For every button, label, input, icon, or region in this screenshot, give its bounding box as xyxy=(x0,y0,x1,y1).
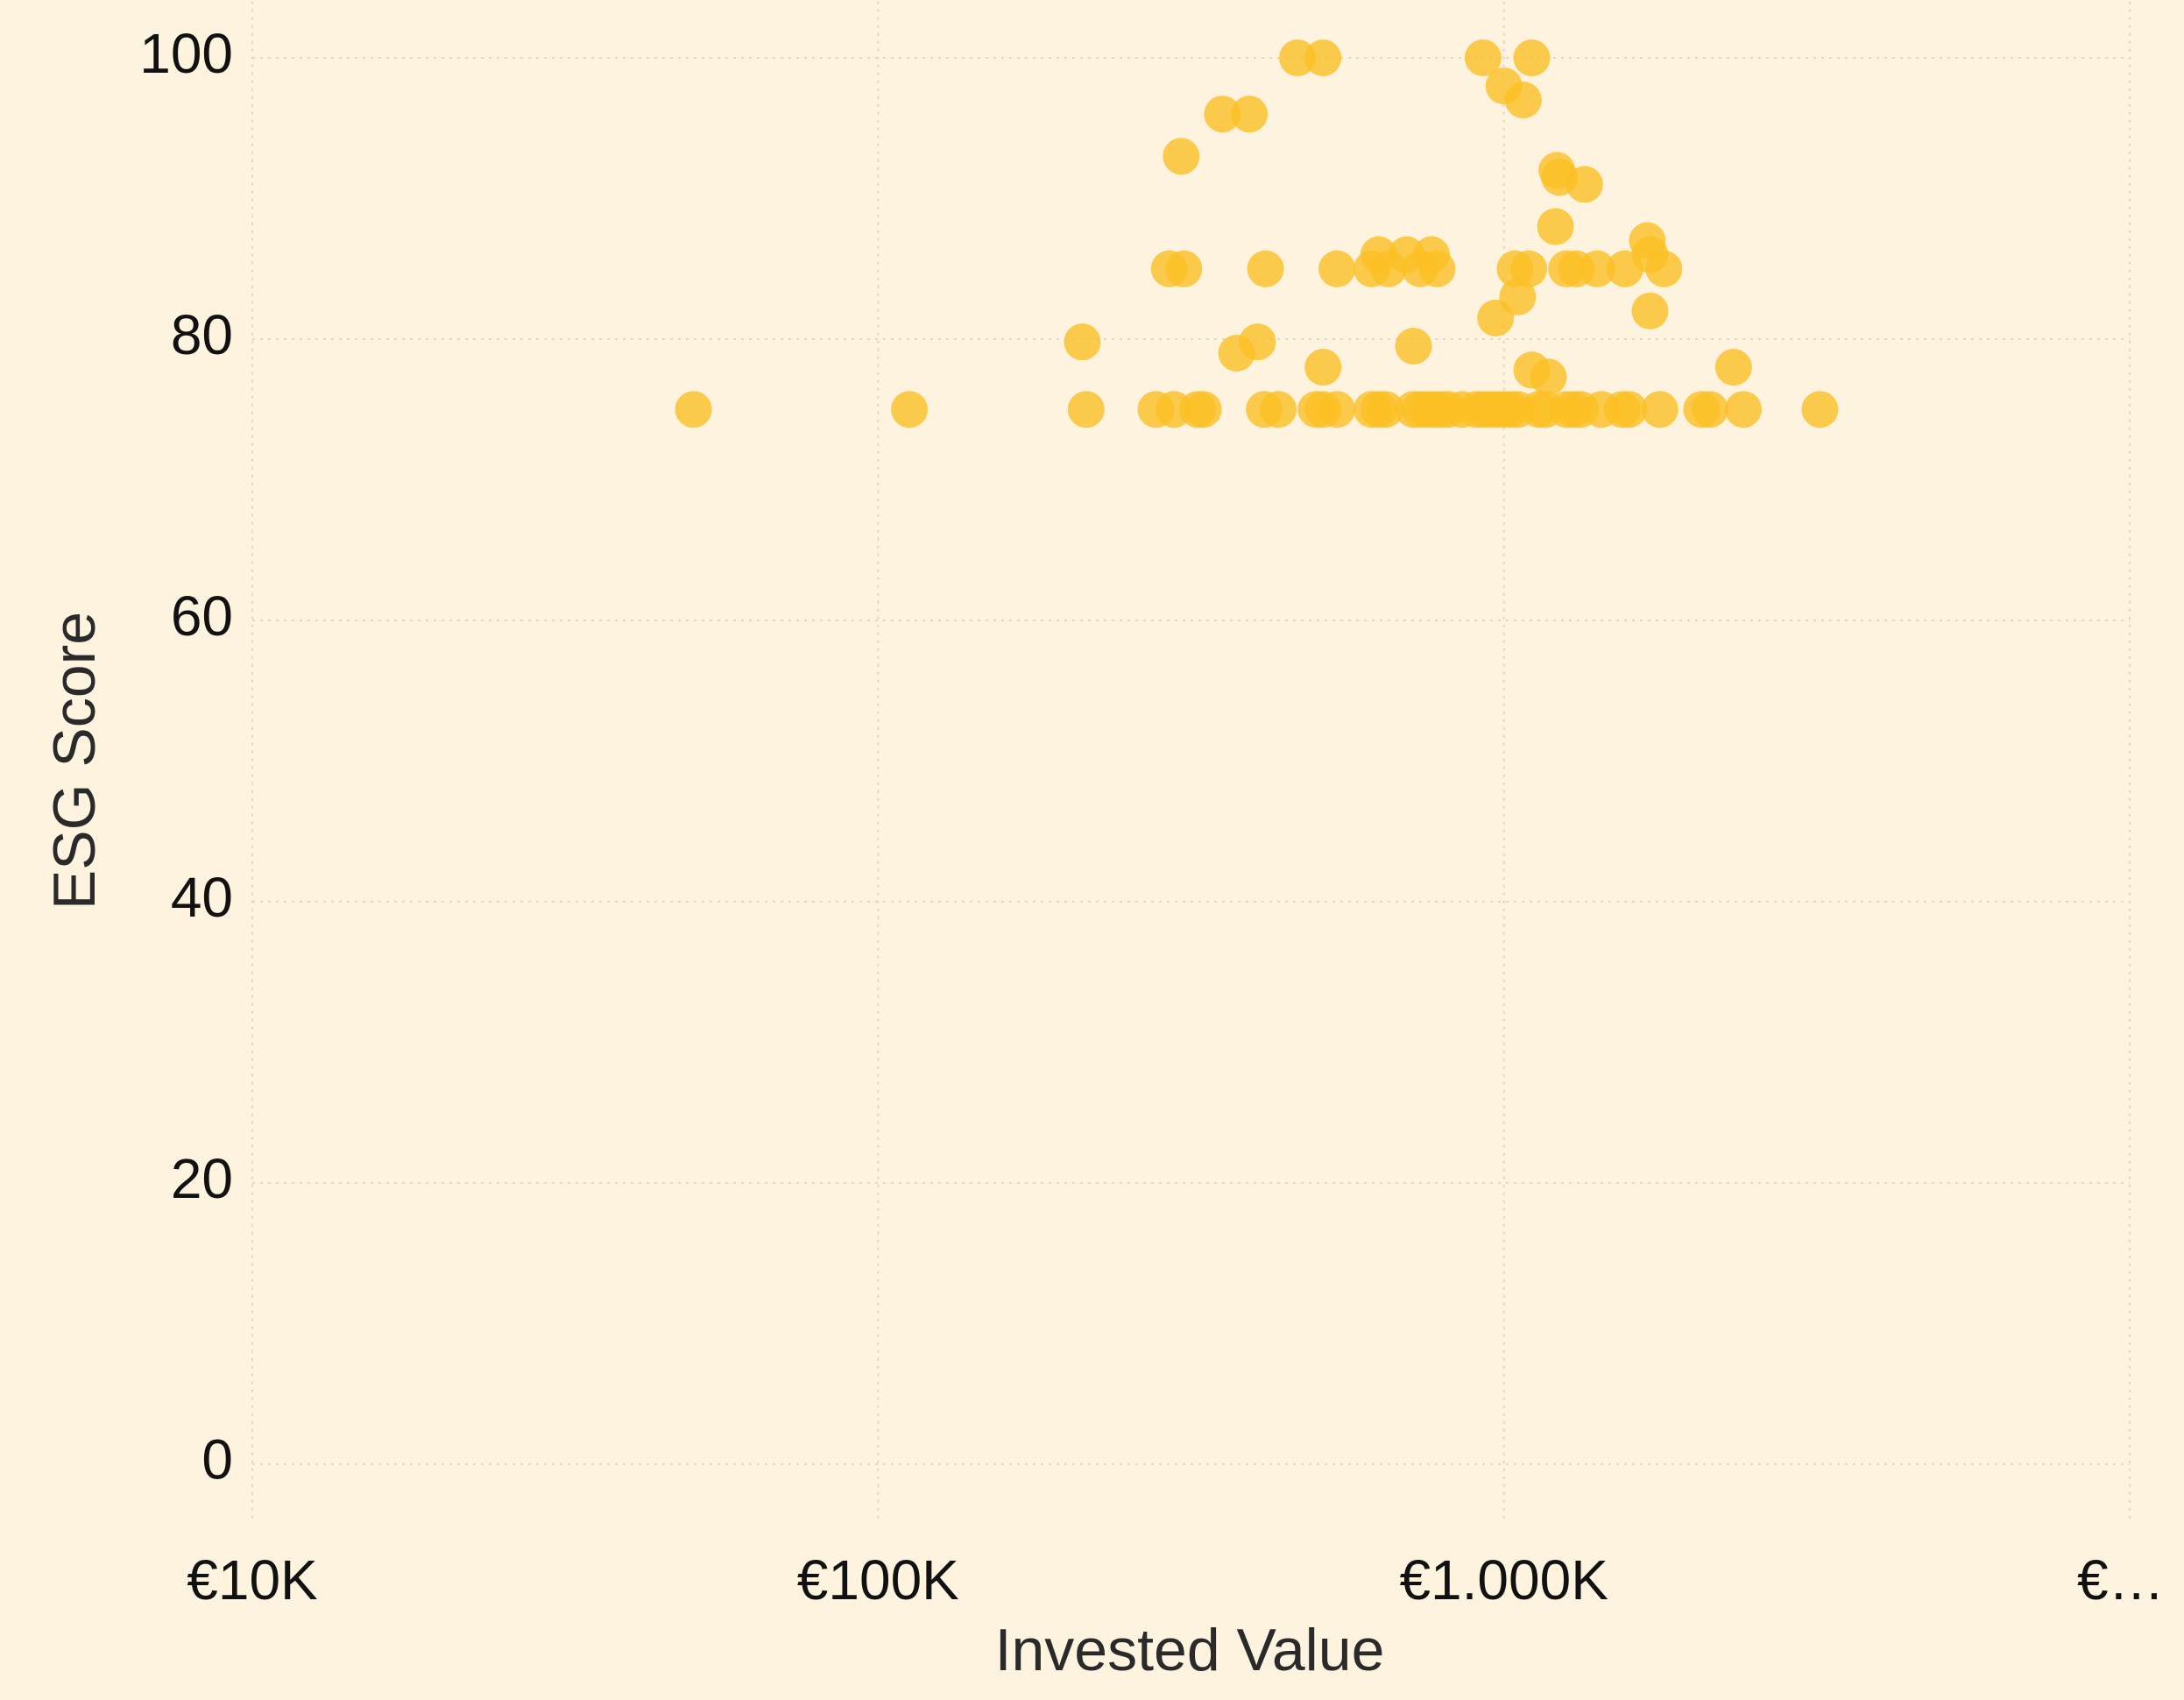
point xyxy=(1610,391,1648,429)
point xyxy=(1606,250,1643,287)
point xyxy=(1369,250,1407,287)
point xyxy=(1204,96,1241,133)
point xyxy=(1064,323,1101,361)
y-tick-label: 0 xyxy=(201,1428,233,1491)
x-tick-label: €1.000K xyxy=(1399,1548,1608,1611)
point xyxy=(1513,39,1551,76)
point xyxy=(1367,391,1404,429)
y-tick-label: 80 xyxy=(171,303,233,366)
y-tick-label: 60 xyxy=(171,584,233,648)
point xyxy=(1163,138,1200,175)
y-tick-label: 20 xyxy=(171,1147,233,1210)
point xyxy=(1231,96,1269,133)
point xyxy=(1510,250,1548,287)
point xyxy=(1566,166,1603,203)
point xyxy=(1165,250,1203,287)
point xyxy=(1641,391,1679,429)
point xyxy=(1304,39,1342,76)
point xyxy=(1318,250,1356,287)
point xyxy=(1691,391,1728,429)
point xyxy=(1418,250,1456,287)
y-tick-label: 100 xyxy=(139,22,233,85)
point xyxy=(1247,250,1284,287)
point xyxy=(891,391,929,429)
point xyxy=(1279,39,1317,76)
point xyxy=(1304,349,1342,386)
point xyxy=(1395,327,1432,365)
point xyxy=(1184,391,1222,429)
point xyxy=(1714,349,1752,386)
y-tick-label: 40 xyxy=(171,866,233,929)
x-axis-title: Invested Value xyxy=(995,1617,1385,1683)
point xyxy=(1464,39,1502,76)
point xyxy=(1504,81,1542,119)
point xyxy=(1218,335,1255,372)
x-tick-label: €100K xyxy=(797,1548,959,1611)
point xyxy=(1067,391,1105,429)
point xyxy=(675,391,712,429)
point xyxy=(1579,250,1616,287)
point xyxy=(1645,250,1683,287)
y-axis-title: ESG Score xyxy=(41,612,108,910)
point xyxy=(1801,391,1839,429)
point xyxy=(1477,299,1515,336)
x-tick-label: €… xyxy=(2077,1548,2165,1611)
x-tick-label: €10K xyxy=(187,1548,317,1611)
point xyxy=(1260,391,1297,429)
point xyxy=(1631,292,1669,329)
point xyxy=(1724,391,1762,429)
point xyxy=(1530,358,1567,396)
point xyxy=(1318,391,1356,429)
point xyxy=(1537,208,1574,245)
